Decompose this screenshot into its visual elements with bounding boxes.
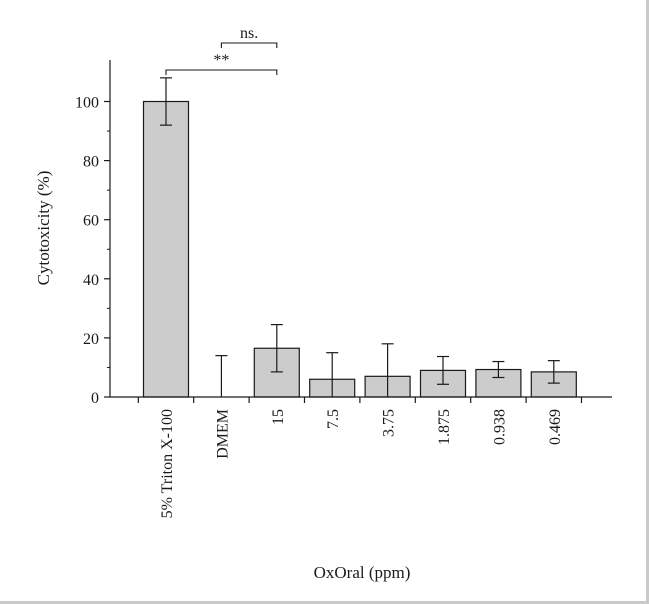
x-tick-label: 5% Triton X-100 (159, 409, 176, 518)
significance-bracket (220, 42, 278, 48)
x-tick-label: 0.469 (547, 409, 564, 445)
x-axis-title: OxOral (ppm) (314, 563, 411, 582)
significance-label: ** (213, 52, 229, 69)
y-tick-label: 40 (83, 272, 99, 289)
significance-label: ns. (240, 25, 258, 42)
x-tick-label: 1.875 (436, 409, 453, 445)
y-tick-label: 20 (83, 331, 99, 348)
bar (142, 100, 190, 398)
x-tick-label: 15 (270, 409, 287, 425)
y-tick-label: 0 (91, 390, 99, 407)
x-tick-label: 7.5 (325, 409, 342, 429)
x-tick-label: DMEM (214, 409, 231, 459)
chart-marks: 5% Triton X-100 DMEM 15 7.5 3.75 1.875 0.938 0.… (142, 25, 577, 518)
y-tick-label: 100 (75, 95, 99, 112)
significance-bracket (165, 69, 278, 75)
x-tick-label: 3.75 (381, 409, 398, 437)
x-tick-label: 0.938 (491, 409, 508, 445)
y-tick-label: 80 (83, 154, 99, 171)
y-axis-title: Cytotoxicity (%) (34, 171, 53, 286)
chart-axes: 0 20 40 60 80 100 (75, 60, 612, 407)
y-tick-label: 60 (83, 213, 99, 230)
